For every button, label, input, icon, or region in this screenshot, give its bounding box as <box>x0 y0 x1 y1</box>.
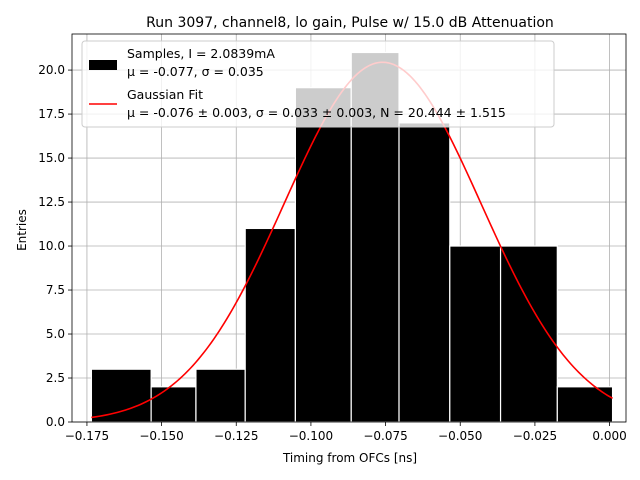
x-tick-label: −0.075 <box>363 429 407 443</box>
x-axis-label: Timing from OFCs [ns] <box>282 451 417 465</box>
x-tick-label: −0.175 <box>65 429 109 443</box>
y-tick-label: 20.0 <box>38 63 65 77</box>
y-tick-label: 15.0 <box>38 151 65 165</box>
y-tick-label: 2.5 <box>46 371 65 385</box>
histogram-bar <box>398 122 451 423</box>
y-tick-label: 5.0 <box>46 327 65 341</box>
x-tick-label: −0.125 <box>214 429 258 443</box>
ticks: −0.175 −0.150 −0.125 −0.100 −0.075 −0.050 −0.0… <box>38 63 626 443</box>
legend-box <box>81 40 555 128</box>
chart-title: Run 3097, channel8, lo gain, Pulse w/ 15… <box>146 15 554 31</box>
legend-fit-label: Gaussian Fit <box>127 87 203 102</box>
axes <box>71 33 627 423</box>
plot-frame <box>71 33 627 423</box>
legend-bar-swatch <box>89 60 117 70</box>
histogram-bar <box>449 245 502 423</box>
y-tick-label: 12.5 <box>38 195 65 209</box>
legend-samples-label: Samples, I = 2.0839mA <box>127 46 275 61</box>
histogram-bar <box>195 368 246 423</box>
y-tick-label: 0.0 <box>46 415 65 429</box>
y-tick-label: 10.0 <box>38 239 65 253</box>
y-axis-label: Entries <box>15 209 29 251</box>
legend-samples-stats: μ = -0.077, σ = 0.035 <box>127 64 264 79</box>
x-tick-label: 0.000 <box>592 429 626 443</box>
y-tick-label: 7.5 <box>46 283 65 297</box>
histogram-bar <box>90 368 152 423</box>
histogram-bar <box>244 227 296 423</box>
histogram-bar <box>150 386 197 423</box>
y-tick-label: 17.5 <box>38 107 65 121</box>
histogram-bar <box>294 87 352 423</box>
histogram-bars <box>90 51 614 423</box>
histogram-bar <box>556 386 614 423</box>
x-tick-label: −0.150 <box>139 429 183 443</box>
x-tick-label: −0.100 <box>289 429 333 443</box>
x-tick-label: −0.025 <box>513 429 557 443</box>
x-tick-label: −0.050 <box>438 429 482 443</box>
legend: Samples, I = 2.0839mA μ = -0.077, σ = 0.… <box>81 40 555 128</box>
legend-fit-stats: μ = -0.076 ± 0.003, σ = 0.033 ± 0.003, N… <box>127 105 506 120</box>
